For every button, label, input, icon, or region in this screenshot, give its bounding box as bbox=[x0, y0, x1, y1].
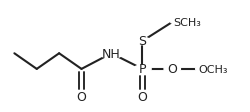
Circle shape bbox=[70, 92, 92, 102]
Text: S: S bbox=[138, 35, 146, 48]
Circle shape bbox=[134, 38, 150, 45]
Circle shape bbox=[134, 65, 151, 73]
Text: O: O bbox=[76, 90, 86, 103]
Circle shape bbox=[132, 93, 152, 101]
Circle shape bbox=[100, 49, 123, 59]
Circle shape bbox=[196, 68, 201, 70]
Text: OCH₃: OCH₃ bbox=[198, 64, 228, 74]
Text: NH: NH bbox=[102, 47, 121, 60]
Text: O: O bbox=[138, 90, 147, 103]
Text: P: P bbox=[139, 63, 146, 76]
Circle shape bbox=[171, 22, 176, 24]
Text: O: O bbox=[167, 63, 177, 76]
Text: SCH₃: SCH₃ bbox=[174, 18, 201, 28]
Circle shape bbox=[164, 66, 180, 73]
